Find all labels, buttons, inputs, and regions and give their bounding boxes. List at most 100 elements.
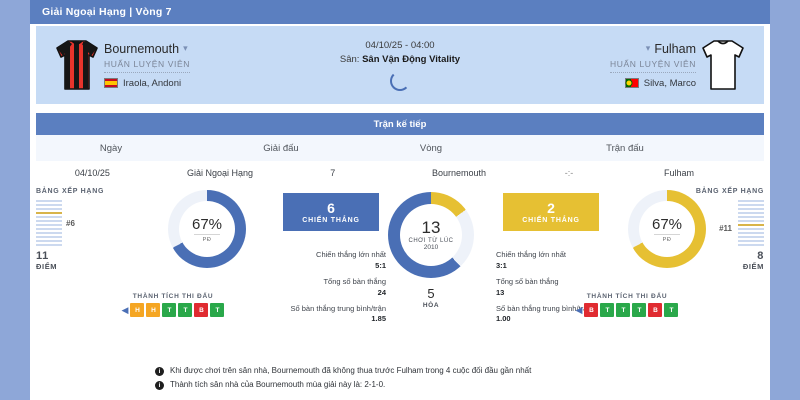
away-coach-name: Silva, Marco (643, 77, 696, 89)
away-possession-value: 67% (651, 215, 683, 233)
home-form-title: THÀNH TÍCH THI ĐẤU (132, 293, 214, 300)
away-form-block: THÀNH TÍCH THI ĐẤU ◀ B T T T B T (562, 293, 692, 317)
home-avg-goals-label: Số bàn thắng trung bình/trận (290, 303, 387, 313)
cell-score: -:- (564, 168, 574, 178)
draws-value: 5 (427, 286, 435, 301)
match-header-card: Bournemouth ▾ HUẤN LUYỆN VIÊN Iraola, An… (36, 26, 764, 104)
form-badge[interactable]: T (210, 303, 225, 317)
away-jersey-icon (702, 40, 744, 90)
home-possession-value: 67% (191, 215, 223, 233)
away-stats-column: Chiến thắng lớn nhất 3:1 Tổng số bàn thắ… (496, 250, 606, 330)
note-text: Khi được chơi trên sân nhà, Bournemouth … (170, 366, 532, 375)
home-jersey-icon (56, 40, 98, 90)
home-stats-column: Chiến thắng lớn nhất 5:1 Tổng số bàn thắ… (276, 250, 387, 330)
next-match-title: Trận kế tiếp (36, 113, 764, 135)
home-form-badges: ◀ H H T T B T (108, 303, 238, 317)
form-badge[interactable]: T (616, 303, 631, 317)
right-margin (770, 0, 800, 400)
stadium-label: Sân: (339, 53, 360, 65)
league-round-bar: Giải Ngoại Hạng | Vòng 7 (30, 0, 770, 24)
info-icon: i (155, 381, 164, 390)
away-biggest-win-value: 3:1 (496, 260, 507, 270)
away-ranking-block[interactable]: BẢNG XẾP HẠNG #11 8 ĐIỂM (668, 188, 770, 271)
home-total-goals-label: Tổng số bàn thắng (323, 276, 386, 286)
away-wins-value: 2 (547, 199, 555, 216)
away-wins-box: 2 CHIẾN THẮNG (503, 193, 599, 231)
away-total-goals-label: Tổng số bàn thắng (496, 276, 559, 286)
away-team-name: Fulham (654, 41, 696, 56)
form-badge[interactable]: H (146, 303, 161, 317)
cell-date: 04/10/25 (74, 168, 110, 178)
away-coach-label: HUẤN LUYỆN VIÊN (610, 59, 696, 73)
chevron-down-icon: ▾ (645, 43, 651, 53)
away-points-value: 8 (757, 250, 764, 262)
form-badge[interactable]: T (600, 303, 615, 317)
head-to-head-total: 13 (421, 218, 441, 237)
column-header-match: Trận đấu (606, 142, 644, 154)
form-badge[interactable]: B (648, 303, 663, 317)
chevron-down-icon: ▾ (183, 43, 188, 53)
since-year: 2010 (423, 244, 439, 251)
away-ranking-bars-icon (738, 200, 764, 246)
form-badge[interactable]: T (178, 303, 193, 317)
cell-home-team: Bournemouth (431, 168, 487, 178)
portugal-flag-icon (624, 78, 639, 88)
next-match-column-headers: Ngày Giải đấu Vòng Trận đấu (36, 135, 764, 162)
home-avg-goals-value: 1.85 (371, 314, 386, 324)
arrow-left-icon: ◀ (575, 304, 583, 315)
note-text: Thành tích sân nhà của Bournemouth mùa g… (170, 380, 386, 389)
home-ranking-block[interactable]: BẢNG XẾP HẠNG #6 11 ĐIỂM (30, 188, 132, 271)
stadium-row: Sân: Sân Vận Động Vitality (340, 54, 460, 65)
form-badge[interactable]: T (664, 303, 679, 317)
home-biggest-win-value: 5:1 (375, 260, 386, 270)
home-form-block: THÀNH TÍCH THI ĐẤU ◀ H H T T B T (108, 293, 238, 317)
form-badge[interactable]: H (130, 303, 145, 317)
away-avg-goals-label: Số bàn thắng trung bình/trận (496, 303, 592, 313)
away-possession-sub: PĐ (654, 233, 680, 243)
match-datetime-block: 04/10/25 - 04:00 Sân: Sân Vận Động Vital… (286, 40, 514, 91)
form-badge[interactable]: T (162, 303, 177, 317)
away-biggest-win-label: Chiến thắng lớn nhất (496, 250, 566, 259)
form-badge[interactable]: T (632, 303, 647, 317)
home-team-name-row: Bournemouth ▾ (104, 42, 190, 56)
cell-match: Bournemouth -:- Fulham (374, 168, 764, 178)
stats-area: BẢNG XẾP HẠNG #6 11 ĐIỂM BẢNG XẾP HẠNG #… (30, 188, 770, 363)
away-team-meta: ▾ Fulham HUẤN LUYỆN VIÊN Silva, Marco (610, 42, 696, 89)
home-ranking-position: #6 (66, 219, 75, 228)
form-badge[interactable]: B (584, 303, 599, 317)
head-to-head-center: 13 CHƠI TỪ LÚC 2010 (400, 204, 462, 266)
draws-block: 5 HÒA (388, 286, 474, 309)
away-possession-center: 67% PĐ (639, 201, 695, 257)
home-ranking-title: BẢNG XẾP HẠNG (36, 188, 105, 195)
home-biggest-win-label: Chiến thắng lớn nhất (316, 250, 386, 259)
away-ranking-title: BẢNG XẾP HẠNG (695, 188, 764, 195)
form-badge[interactable]: B (194, 303, 209, 317)
list-item: i Khi được chơi trên sân nhà, Bournemout… (155, 366, 675, 376)
column-header-league: Giải đấu (263, 142, 299, 154)
home-points-label: ĐIỂM (36, 262, 58, 271)
away-points: 8 ĐIỂM (668, 250, 764, 271)
left-margin (0, 0, 30, 400)
cell-round: 7 (330, 168, 336, 178)
home-team-block[interactable]: Bournemouth ▾ HUẤN LUYỆN VIÊN Iraola, An… (36, 36, 286, 94)
draws-label: HÒA (422, 302, 440, 309)
away-team-name-row: ▾ Fulham (646, 42, 696, 56)
home-team-name: Bournemouth (104, 41, 180, 56)
column-header-round: Vòng (419, 142, 443, 154)
table-row[interactable]: 04/10/25 Giải Ngoại Hạng 7 Bournemouth -… (36, 161, 764, 185)
home-points: 11 ĐIỂM (36, 250, 132, 271)
home-wins-box: 6 CHIẾN THẮNG (283, 193, 379, 231)
away-form-title: THÀNH TÍCH THI ĐẤU (586, 293, 668, 300)
home-points-value: 11 (36, 250, 49, 262)
away-ranking-position: #11 (719, 224, 732, 233)
insights-notes: i Khi được chơi trên sân nhà, Bournemout… (155, 366, 675, 394)
head-to-head-donut: 13 CHƠI TỪ LÚC 2010 (388, 192, 474, 278)
arrow-left-icon: ◀ (121, 304, 129, 315)
column-header-date: Ngày (99, 142, 123, 154)
stadium-name: Sân Vận Động Vitality (362, 53, 461, 65)
home-possession-donut: 67% PĐ (168, 190, 246, 268)
cell-away-team: Fulham (664, 168, 695, 178)
away-team-block[interactable]: ▾ Fulham HUẤN LUYỆN VIÊN Silva, Marco (514, 36, 764, 94)
loading-spinner-icon (390, 70, 410, 91)
